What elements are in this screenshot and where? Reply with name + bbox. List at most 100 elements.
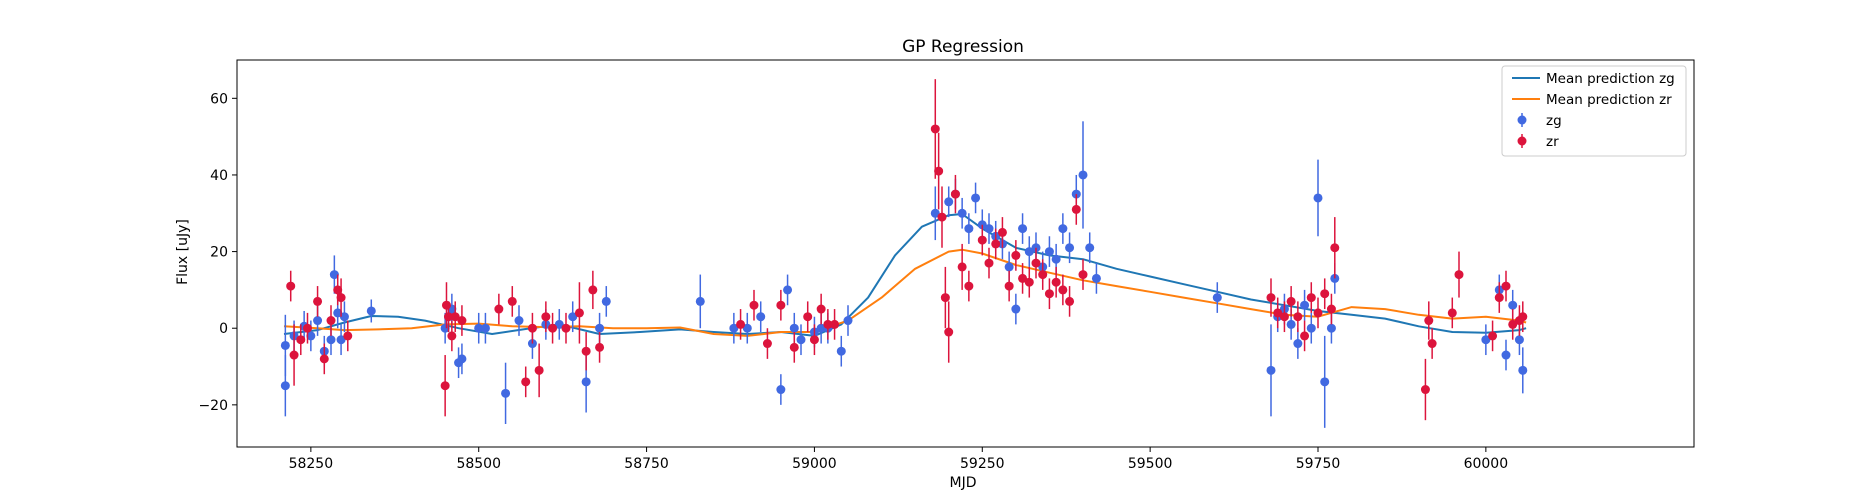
data-point-zr [1058,285,1068,295]
data-point-zg [1051,254,1061,264]
data-point-zr [803,312,813,322]
data-point-zg [1313,193,1323,203]
data-point-zr [548,323,558,333]
data-point-zg [1300,300,1310,310]
data-point-zg [514,316,524,326]
data-point-zg [944,197,954,207]
data-point-zr [1065,296,1075,306]
data-point-zr [441,300,451,310]
data-point-zr [595,342,605,352]
data-point-zr [457,316,467,326]
data-point-zr [343,331,353,341]
data-point-zr [507,296,517,306]
data-point-zg [1024,247,1034,257]
data-point-zr [1024,277,1034,287]
data-point-zg [695,296,705,306]
data-point-zr [934,166,944,176]
legend-label-mean-zr: Mean prediction zr [1546,92,1672,108]
data-point-zg [339,312,349,322]
data-point-zr [937,212,947,222]
data-point-zr [326,316,336,326]
data-point-zg [333,308,343,318]
legend-label-zr: zr [1546,134,1559,150]
data-point-zr [574,308,584,318]
data-point-zg [984,224,994,234]
data-point-zg [1011,304,1021,314]
data-point-zr [289,350,299,360]
x-tick-label: 59250 [960,456,1005,472]
data-point-zg [1501,350,1511,360]
data-point-zr [521,377,531,387]
legend: Mean prediction zg Mean prediction zr zg… [1501,65,1687,157]
data-point-zr [541,312,551,322]
data-point-zg [1286,319,1296,329]
prediction-lines [283,213,1527,337]
data-point-zg [776,385,786,395]
data-point-zr [762,339,772,349]
y-tick-label: −20 [198,398,228,414]
data-point-zr [1501,281,1511,291]
data-point-zg [1085,243,1095,253]
data-point-zr [1031,258,1041,268]
data-point-zg [836,346,846,356]
y-axis-ticks: −20 0 20 40 60 [198,91,237,414]
data-point-zg [329,270,339,280]
data-point-zg [1508,300,1518,310]
data-point-zr [991,239,1001,249]
data-point-zr [1078,270,1088,280]
data-point-zr [736,319,746,329]
data-point-zg [1320,377,1330,387]
x-tick-label: 58750 [624,456,669,472]
data-point-zr [749,300,759,310]
x-tick-label: 59000 [792,456,837,472]
data-point-zr [1266,293,1276,303]
data-point-zr [447,331,457,341]
legend-marker-zr [1517,136,1527,146]
data-point-zg [601,296,611,306]
data-point-zg [964,224,974,234]
data-point-zr [1518,312,1528,322]
data-point-zr [977,235,987,245]
data-point-zg [1044,247,1054,257]
data-point-zr [830,319,840,329]
x-tick-label: 59500 [1128,456,1173,472]
data-point-zr [1427,339,1437,349]
data-point-zr [333,285,343,295]
legend-label-zg: zg [1546,113,1562,129]
data-point-zg [568,312,578,322]
x-axis-label: MJD [950,475,977,491]
data-point-zr [1454,270,1464,280]
data-point-zr [1488,331,1498,341]
data-point-zr [296,335,306,345]
data-point-zr [997,227,1007,237]
data-point-zr [940,293,950,303]
data-point-zr [1320,289,1330,299]
y-axis-label: Flux [uJy] [175,219,191,285]
data-point-zg [742,323,752,333]
data-point-zg [1293,339,1303,349]
data-point-zr [1494,293,1504,303]
data-point-zg [1018,224,1028,234]
mean-prediction-zg-line [283,213,1527,337]
data-point-zg [796,335,806,345]
data-point-zr [1004,281,1014,291]
data-point-zg [843,316,853,326]
data-point-zg [816,323,826,333]
series-zr [286,79,1528,421]
data-point-zr [1286,296,1296,306]
data-point-zg [280,381,290,391]
data-point-zr [964,281,974,291]
data-point-zr [1313,308,1323,318]
data-point-zr [1018,273,1028,283]
data-point-zg [1306,323,1316,333]
data-point-zr [950,189,960,199]
plot-area [280,79,1528,428]
data-point-zg [474,323,484,333]
data-point-zg [1065,243,1075,253]
data-point-zr [1447,308,1457,318]
data-point-zr [1424,316,1434,326]
data-point-zg [326,335,336,345]
data-point-zr [1044,289,1054,299]
y-tick-label: 0 [219,321,228,337]
